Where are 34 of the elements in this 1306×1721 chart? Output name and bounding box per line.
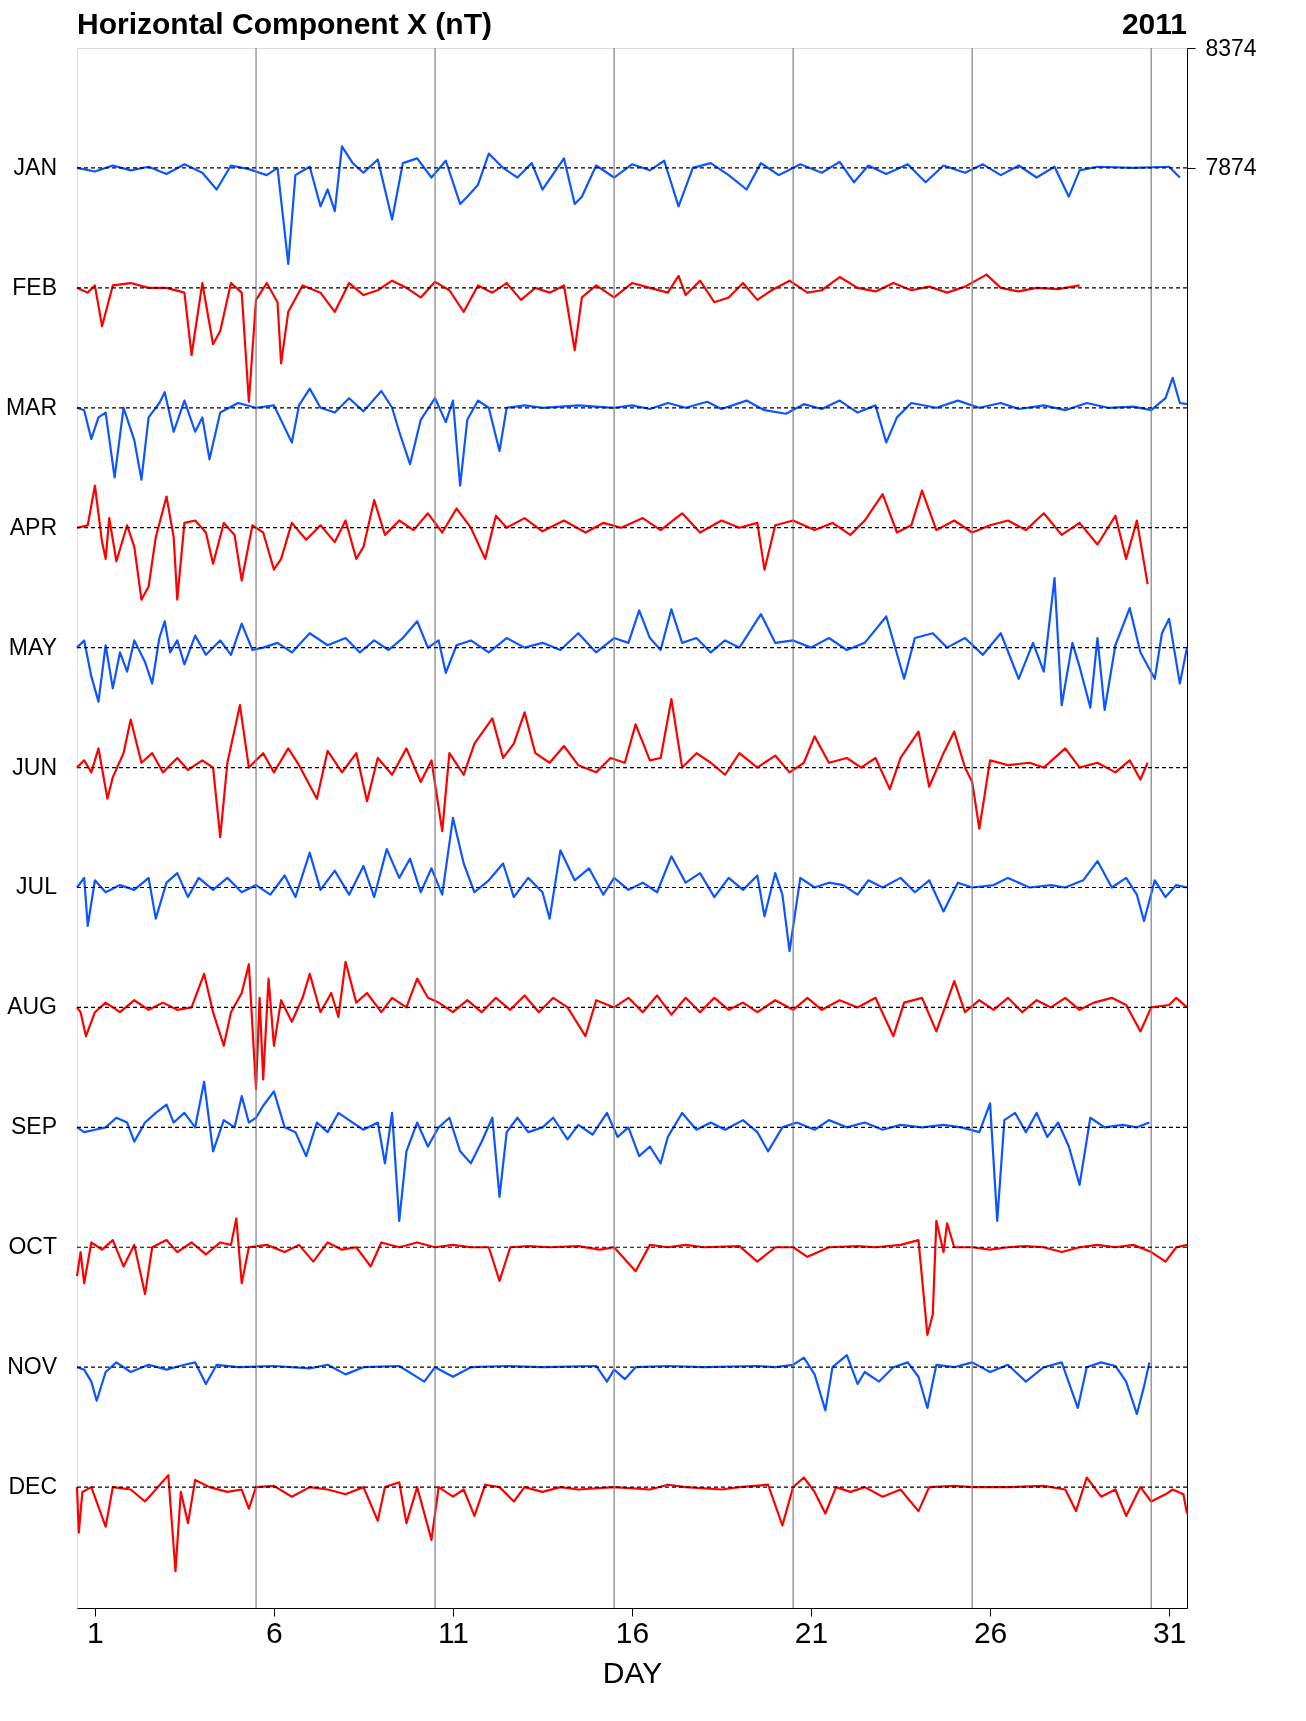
ref-line-label: NOV [7, 1353, 58, 1380]
ref-line-label: FEB [12, 273, 57, 300]
line-series [75, 1080, 1151, 1222]
ref-line-label: OCT [8, 1233, 57, 1260]
ref-line-label: SEP [10, 1113, 57, 1140]
x-tick-label: 11 [437, 1615, 470, 1649]
ref-line-label: MAR [5, 393, 57, 420]
ref-line-label: JUN [12, 753, 57, 780]
y-tick-label: 7874 [1205, 154, 1257, 181]
line-series [75, 816, 1189, 953]
line-series [75, 698, 1149, 839]
x-tick-label: 16 [615, 1615, 650, 1649]
line-series [75, 1217, 1189, 1336]
ref-line-label: JAN [13, 153, 57, 180]
line-series [75, 1354, 1151, 1416]
ref-line-label: AUG [7, 993, 57, 1020]
y-tick-label: 8374 [1205, 34, 1257, 61]
line-series [75, 576, 1189, 712]
line-series [75, 1474, 1189, 1573]
ref-line-label: DEC [8, 1473, 57, 1500]
line-series [75, 484, 1149, 601]
x-tick-label: 1 [87, 1615, 104, 1649]
x-tick-label: 21 [794, 1615, 829, 1649]
x-tick-label: 26 [973, 1615, 1008, 1649]
ref-line-label: MAY [8, 633, 57, 660]
line-series [75, 376, 1189, 487]
ref-line-label: JUL [16, 873, 58, 900]
line-series [75, 273, 1081, 403]
ref-line-label: APR [9, 513, 57, 540]
chart-title: Horizontal Component X (nT) [77, 7, 492, 40]
x-tick-label: 31 [1152, 1615, 1187, 1649]
x-axis-title: DAY [602, 1655, 663, 1689]
text: 2011 [1121, 7, 1187, 40]
x-tick-label: 6 [266, 1615, 283, 1649]
